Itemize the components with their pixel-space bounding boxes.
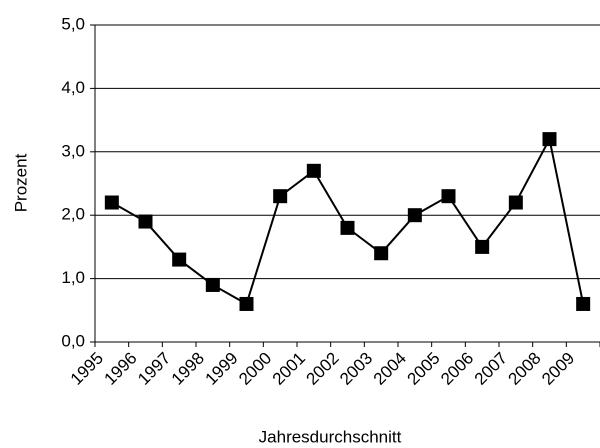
marker [273, 189, 288, 204]
x-tick-label: 2000 [235, 349, 275, 389]
y-axis-title: Prozent [11, 153, 30, 212]
marker [138, 214, 153, 229]
y-tick-label: 0,0 [61, 331, 85, 350]
marker [475, 239, 490, 254]
marker [239, 296, 254, 311]
y-tick-label: 5,0 [61, 14, 85, 33]
marker [407, 208, 422, 223]
marker [542, 132, 557, 147]
x-tick-label: 2008 [504, 349, 544, 389]
x-tick-label: 2002 [302, 349, 342, 389]
marker [576, 296, 591, 311]
marker [374, 246, 389, 261]
marker [441, 189, 456, 204]
marker [306, 163, 321, 178]
y-tick-label: 2,0 [61, 205, 85, 224]
x-tick-label: 1997 [134, 349, 174, 389]
marker [205, 277, 220, 292]
x-tick-label: 1999 [201, 349, 241, 389]
x-tick-label: 2005 [403, 349, 443, 389]
x-tick-label: 2004 [370, 349, 410, 389]
marker [104, 195, 119, 210]
y-tick-label: 1,0 [61, 268, 85, 287]
marker [508, 195, 523, 210]
x-tick-label: 2006 [437, 349, 477, 389]
marker [172, 252, 187, 267]
x-tick-label: 1998 [168, 349, 208, 389]
x-tick-label: 1995 [67, 349, 107, 389]
x-tick-label: 2001 [269, 349, 309, 389]
y-tick-label: 4,0 [61, 78, 85, 97]
x-tick-label: 2009 [538, 349, 578, 389]
y-tick-label: 3,0 [61, 141, 85, 160]
marker [340, 220, 355, 235]
x-tick-label: 2003 [336, 349, 376, 389]
x-tick-label: 2007 [471, 349, 511, 389]
x-tick-label: 1996 [100, 349, 140, 389]
x-axis-title: Jahresdurchschnitt [259, 427, 402, 446]
